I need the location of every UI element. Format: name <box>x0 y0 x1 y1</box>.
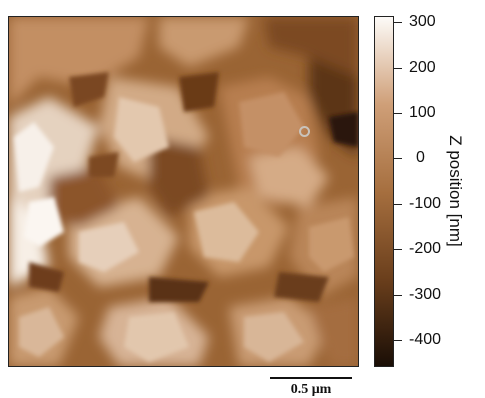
colorbar-tick-mark <box>394 113 402 114</box>
colorbar-tick-mark <box>394 68 402 69</box>
colorbar-title-text: Z position [nm] <box>446 135 465 247</box>
colorbar-tick-label: 0 <box>416 149 425 166</box>
colorbar-tick-mark <box>394 340 402 341</box>
colorbar-tick-mark <box>394 295 402 296</box>
colorbar-tick-mark <box>394 249 402 250</box>
colorbar-tick-label: -300 <box>409 286 442 303</box>
scale-bar <box>270 377 352 379</box>
height-map-image <box>9 17 358 366</box>
colorbar-tick-label: -400 <box>409 331 442 348</box>
scale-bar-label: 0.5 μm <box>290 382 332 397</box>
colorbar-tick-label: -200 <box>409 240 442 257</box>
selected-point-marker <box>299 126 310 137</box>
colorbar <box>374 16 394 367</box>
height-map <box>8 16 359 367</box>
colorbar-tick-mark <box>394 22 402 23</box>
colorbar-tick-label: 100 <box>409 104 436 121</box>
colorbar-tick-label: -100 <box>409 195 442 212</box>
colorbar-tick-label: 200 <box>409 59 436 76</box>
colorbar-tick-mark <box>394 158 402 159</box>
colorbar-tick-label: 300 <box>409 13 436 30</box>
colorbar-tick-mark <box>394 204 402 205</box>
